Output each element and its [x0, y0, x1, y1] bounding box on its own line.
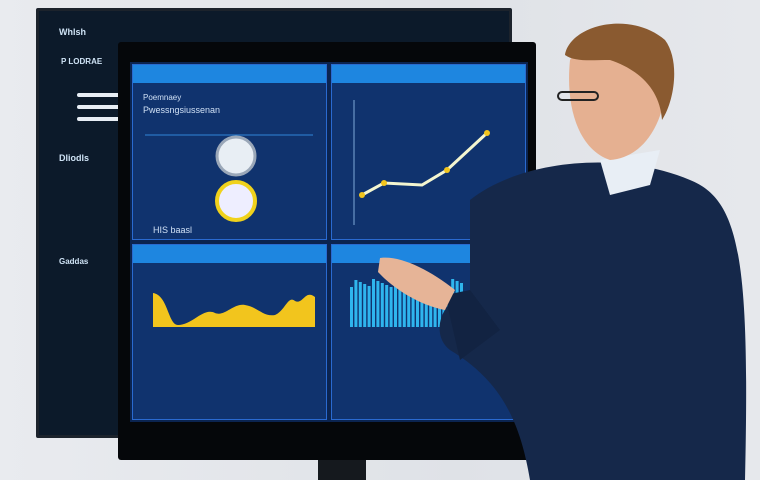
bar — [385, 285, 389, 327]
bar — [367, 286, 371, 327]
section-label: Gaddas — [59, 257, 89, 266]
bar — [407, 286, 411, 327]
bar — [372, 279, 375, 327]
kpi-panel: Poemnaey Pwessngsiussenan HIS baasl — [132, 64, 327, 240]
bar — [416, 281, 419, 327]
panel-subtitle: Pwessngsiussenan — [143, 105, 221, 115]
section-label: Dliodls — [59, 153, 90, 163]
bar — [354, 280, 358, 327]
gauge-graphics — [145, 134, 313, 222]
progress-bar — [77, 93, 121, 97]
bar — [358, 282, 362, 327]
area-chart — [153, 293, 315, 327]
progress-bar — [77, 105, 121, 109]
bar — [389, 287, 393, 327]
panel-title: Poemnaey — [143, 93, 182, 102]
bar — [394, 280, 397, 327]
section-label: P LODRAE — [61, 57, 103, 66]
line-chart — [353, 100, 490, 225]
bar — [429, 287, 433, 327]
dashboard-screen: Poemnaey Pwessngsiussenan HIS baasl — [130, 62, 528, 422]
progress-bar — [77, 117, 121, 121]
area-chart-panel — [132, 244, 327, 420]
bar — [424, 285, 428, 327]
bar — [376, 281, 380, 327]
bar — [363, 284, 367, 327]
bar — [350, 287, 353, 327]
panel-footer: HIS baasl — [153, 225, 193, 235]
bar — [380, 283, 384, 327]
bar — [402, 284, 406, 327]
brand-label: Whlsh — [59, 27, 86, 37]
bar — [398, 282, 402, 327]
front-monitor: Poemnaey Pwessngsiussenan HIS baasl — [118, 42, 536, 460]
bar — [420, 283, 424, 327]
bar — [411, 279, 415, 327]
